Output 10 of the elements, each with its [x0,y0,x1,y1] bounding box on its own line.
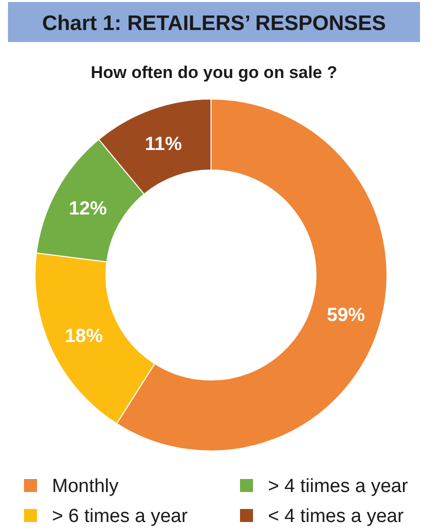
legend-label: > 6 times a year [52,506,188,527]
data-label: 12% [68,198,107,220]
legend-label: < 4 times a year [268,506,404,527]
legend-label: Monthly [52,476,120,497]
chart-subtitle: How often do you go on sale ? [90,63,338,82]
legend-label: > 4 tiimes a year [268,476,409,497]
data-label: 59% [326,305,366,326]
chart-title: Chart 1: RETAILERS’ RESPONSES [42,12,386,35]
data-label: 11% [144,134,182,155]
data-label: 18% [64,326,103,347]
